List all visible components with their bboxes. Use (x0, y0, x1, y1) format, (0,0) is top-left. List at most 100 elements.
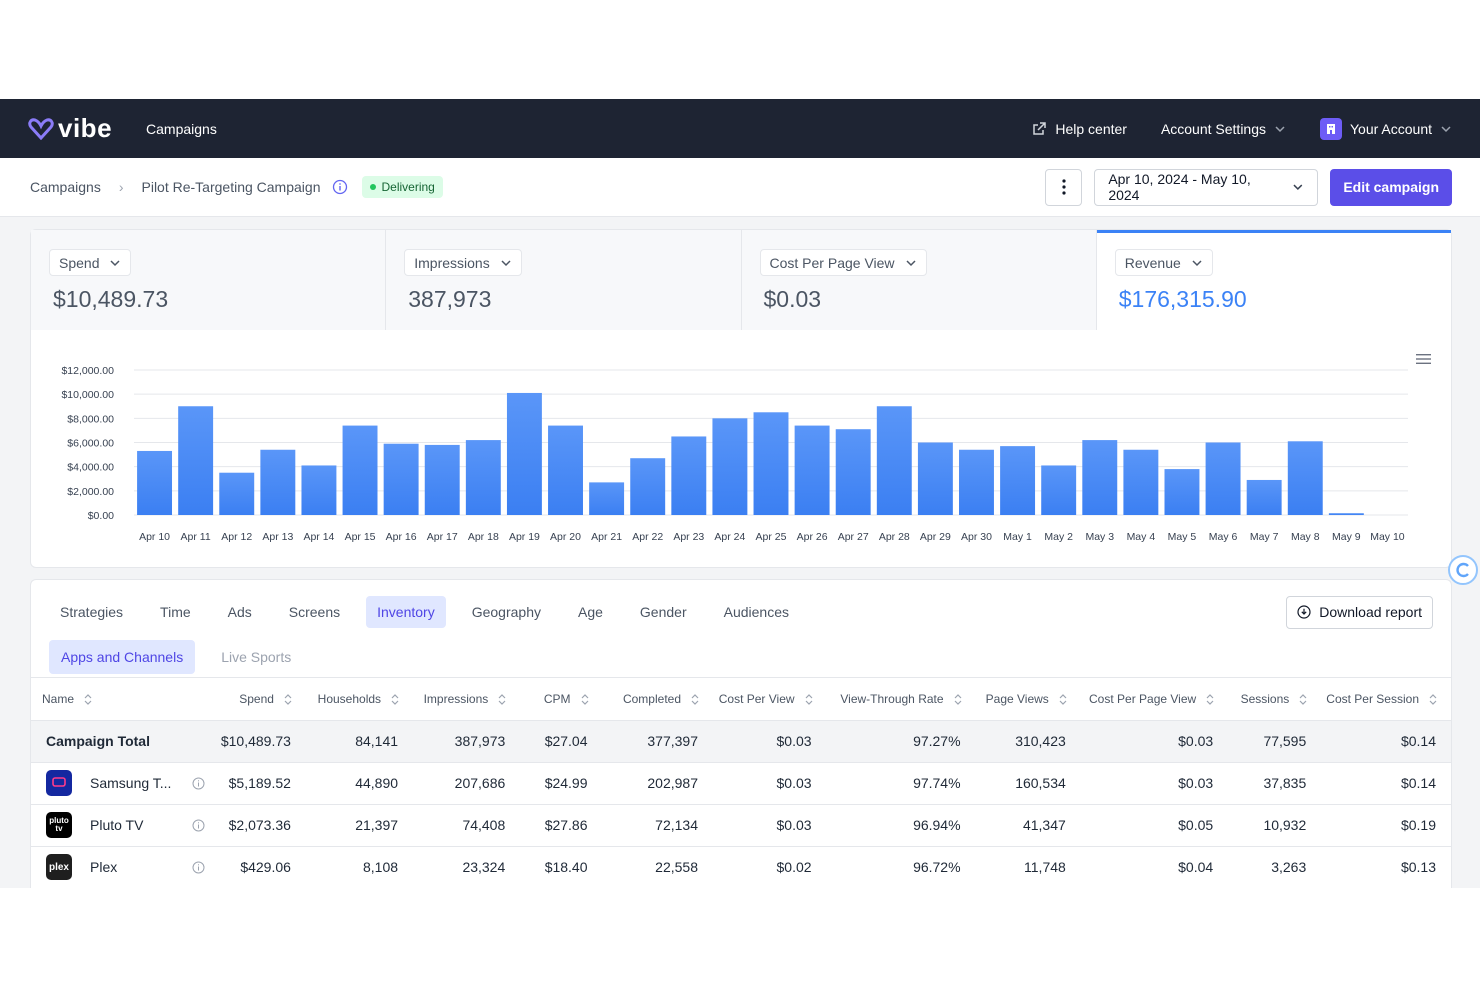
tab-gender[interactable]: Gender (639, 604, 687, 620)
bar[interactable] (301, 465, 337, 515)
tab-ads[interactable]: Ads (227, 604, 252, 620)
bar[interactable] (178, 406, 214, 515)
bar[interactable] (794, 425, 830, 515)
bar[interactable] (1205, 442, 1241, 516)
column-header[interactable]: View-Through Rate (827, 678, 976, 720)
bar[interactable] (876, 406, 912, 515)
bar[interactable] (959, 449, 994, 515)
column-header[interactable]: Cost Per Page View (1081, 678, 1228, 720)
info-icon[interactable] (192, 819, 205, 832)
column-header[interactable]: Sessions (1228, 678, 1321, 720)
table-row[interactable]: plex Plex $429.06 8,108 23,324 $18.40 22,558 $0… (31, 846, 1451, 888)
app-name: Plex (90, 859, 118, 875)
nav-campaigns[interactable]: Campaigns (146, 120, 217, 137)
bar[interactable] (342, 425, 378, 515)
column-header[interactable]: CPM (520, 678, 602, 720)
y-tick-label: $12,000.00 (61, 365, 114, 377)
table-cell: 202,987 (647, 775, 698, 791)
metric-select-revenue[interactable]: Revenue (1114, 249, 1213, 276)
bar[interactable] (1246, 479, 1282, 515)
metric-revenue[interactable]: Revenue $176,315.90 (1096, 230, 1451, 330)
table-row[interactable]: Samsung T... $5,189.52 44,890 207,686 $24.99… (31, 762, 1451, 804)
chart-menu-button[interactable] (1416, 352, 1431, 370)
tab-screens[interactable]: Screens (288, 604, 341, 620)
bar[interactable] (1082, 440, 1118, 515)
bar[interactable] (219, 472, 255, 515)
bar[interactable] (424, 444, 460, 515)
column-header[interactable]: Households (306, 678, 413, 720)
column-header[interactable]: Impressions (413, 678, 520, 720)
sort-icon (581, 694, 588, 705)
subtab-live-sports[interactable]: Live Sports (221, 648, 292, 665)
bar[interactable] (712, 418, 748, 515)
status-badge: Delivering (362, 176, 443, 198)
table-row[interactable]: pluto tv Pluto TV $2,073.36 21,397 74,408 $27.… (31, 804, 1451, 846)
table-header-row: Name Spend Households Impressions CPM Complet… (31, 678, 1451, 720)
bar[interactable] (1328, 513, 1364, 515)
bar[interactable] (260, 449, 296, 515)
info-icon[interactable] (192, 861, 205, 874)
subtab-apps-channels[interactable]: Apps and Channels (49, 639, 196, 674)
column-header[interactable]: Cost Per View (713, 678, 827, 720)
column-header[interactable]: Completed (603, 678, 713, 720)
metric-select-spend[interactable]: Spend (49, 249, 132, 276)
bar[interactable] (630, 458, 666, 515)
bar[interactable] (1287, 441, 1323, 515)
more-options-button[interactable] (1045, 168, 1083, 206)
column-header[interactable]: Spend (220, 678, 306, 720)
help-center-link[interactable]: Help center (1031, 121, 1127, 137)
bar[interactable] (383, 443, 419, 515)
bar[interactable] (671, 436, 707, 515)
bar[interactable] (753, 412, 789, 515)
x-tick-label: Apr 27 (838, 531, 869, 543)
info-icon[interactable] (192, 777, 205, 790)
bar[interactable] (137, 450, 173, 515)
bar[interactable] (548, 425, 583, 515)
tab-geography[interactable]: Geography (471, 604, 541, 620)
metric-cost-per-page-view[interactable]: Cost Per Page View $0.03 (741, 230, 1097, 330)
bar[interactable] (506, 392, 542, 515)
date-range-picker[interactable]: Apr 10, 2024 - May 10, 2024 (1094, 168, 1319, 206)
breadcrumb-campaigns[interactable]: Campaigns (30, 179, 101, 195)
column-header[interactable]: Page Views (976, 678, 1081, 720)
bar[interactable] (589, 482, 625, 515)
edit-campaign-button[interactable]: Edit campaign (1330, 168, 1452, 206)
sort-icon (498, 694, 506, 705)
metric-spend[interactable]: Spend $10,489.73 (31, 230, 387, 330)
info-icon[interactable] (332, 179, 348, 195)
column-header-label: Cost Per View (718, 691, 795, 706)
bar[interactable] (917, 442, 953, 516)
metric-select-cppv[interactable]: Cost Per Page View (759, 249, 927, 276)
x-tick-label: Apr 13 (262, 531, 293, 543)
vibe-logo[interactable]: vibe (28, 113, 112, 144)
bar[interactable] (1000, 446, 1036, 515)
account-settings-menu[interactable]: Account Settings (1161, 121, 1286, 137)
sort-icon (1299, 694, 1307, 705)
tab-age[interactable]: Age (578, 604, 603, 620)
samsung-logo-icon (46, 770, 72, 796)
your-account-menu[interactable]: Your Account (1320, 117, 1452, 140)
tab-strategies[interactable]: Strategies (60, 604, 124, 620)
tab-audiences[interactable]: Audiences (723, 604, 790, 620)
chevron-down-icon (501, 259, 511, 266)
table-cell: $429.06 (240, 859, 291, 875)
column-header[interactable]: Cost Per Session (1321, 678, 1451, 720)
tab-time[interactable]: Time (160, 604, 191, 620)
download-report-button[interactable]: Download report (1286, 595, 1433, 629)
bar[interactable] (1164, 469, 1200, 515)
assistant-icon[interactable] (1448, 555, 1478, 585)
x-tick-label: Apr 29 (920, 531, 951, 543)
bar[interactable] (465, 440, 501, 515)
campaign-total-row: Campaign Total $10,489.73 84,141 387,973 $27… (31, 720, 1451, 762)
bar[interactable] (835, 429, 871, 515)
app-name-cell: plex Plex (31, 846, 220, 888)
table-cell: $0.03 (776, 817, 812, 833)
tab-inventory[interactable]: Inventory (366, 596, 446, 628)
column-header[interactable]: Name (31, 678, 220, 720)
table-cell: $0.03 (1178, 775, 1214, 791)
column-header-label: Impressions (423, 691, 489, 706)
bar[interactable] (1123, 449, 1159, 515)
metric-impressions[interactable]: Impressions 387,973 (386, 230, 742, 330)
bar[interactable] (1041, 465, 1077, 515)
metric-select-impressions[interactable]: Impressions (404, 249, 522, 276)
